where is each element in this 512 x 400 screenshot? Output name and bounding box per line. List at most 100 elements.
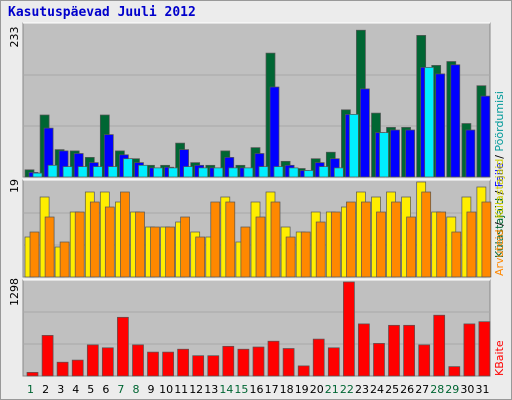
- legend-top-panel-part: Pöördumisi: [493, 91, 506, 152]
- pages-bar: [450, 64, 461, 178]
- hits-bar: [183, 166, 193, 178]
- hosts-bar: [361, 201, 371, 278]
- hits-bar: [228, 167, 239, 178]
- legend-top-panel-part: Faile: [493, 162, 506, 187]
- hosts-bar: [59, 241, 70, 278]
- x-tick-label: 25: [385, 383, 399, 396]
- hosts-bar: [481, 201, 492, 278]
- hits-bar: [213, 167, 224, 178]
- x-tick-label: 24: [370, 383, 384, 396]
- bytes-bar: [192, 355, 205, 377]
- y-axis-max-label: 233: [8, 27, 21, 48]
- hosts-bar: [89, 201, 100, 278]
- hits-bar: [77, 166, 88, 178]
- legend-top-panel-part: /: [493, 152, 506, 163]
- bytes-bar: [478, 321, 491, 377]
- x-tick-label: 13: [204, 383, 218, 396]
- hosts-bar: [135, 211, 145, 278]
- hosts-bar: [300, 231, 311, 278]
- hosts-bar: [74, 211, 85, 278]
- hits-bar: [273, 166, 284, 178]
- hosts-bar: [421, 191, 432, 278]
- legend-top-panel-part: Külastajaid: [493, 198, 506, 258]
- bytes-bar: [237, 348, 250, 377]
- bytes-bar: [418, 344, 431, 377]
- x-tick-label: 27: [415, 383, 429, 396]
- bytes-bar: [41, 335, 54, 377]
- hosts-bar: [104, 206, 115, 278]
- legend-top-panel-part: /: [493, 187, 506, 198]
- x-tick-label: 19: [295, 383, 309, 396]
- hits-bar: [168, 167, 178, 178]
- hosts-bar: [150, 226, 160, 278]
- bytes-bar: [388, 324, 400, 377]
- hosts-bar: [391, 201, 401, 278]
- bytes-bar: [207, 355, 220, 377]
- pages-bar: [390, 129, 400, 178]
- legend-bottom-panel-part: KBaite: [493, 340, 506, 376]
- pages-bar: [269, 86, 280, 178]
- hits-bar: [424, 67, 435, 178]
- hosts-bar: [210, 201, 221, 278]
- x-tick-label: 14: [219, 383, 233, 396]
- hosts-bar: [436, 211, 447, 278]
- hosts-bar: [376, 211, 386, 278]
- hosts-bar: [180, 216, 190, 278]
- hits-bar: [107, 166, 118, 178]
- legend-middle-panel-part: Külastajaid: [493, 159, 506, 219]
- pages-bar: [405, 129, 415, 178]
- legend-middle-panel-part: /: [493, 219, 506, 230]
- hits-bar: [32, 172, 43, 178]
- x-tick-label: 4: [72, 383, 79, 396]
- x-tick-label: 15: [234, 383, 248, 396]
- hosts-bar: [240, 226, 251, 278]
- bytes-bar: [71, 359, 84, 377]
- hosts-bar: [285, 236, 296, 278]
- x-tick-label: 1: [27, 383, 34, 396]
- bytes-bar: [448, 366, 461, 377]
- x-tick-label: 23: [355, 383, 369, 396]
- hosts-bar: [451, 231, 462, 278]
- x-tick-label: 8: [133, 383, 140, 396]
- x-tick-label: 22: [340, 383, 354, 396]
- hits-bar: [349, 114, 359, 178]
- hits-bar: [47, 164, 58, 178]
- x-tick-label: 3: [57, 383, 64, 396]
- hosts-bar: [330, 211, 341, 278]
- hosts-bar: [165, 226, 175, 278]
- hosts-bar: [120, 191, 130, 278]
- bytes-bar: [267, 340, 280, 377]
- pages-bar: [360, 88, 370, 178]
- chart-title: Kasutuspäevad Juuli 2012: [8, 5, 196, 20]
- bytes-bar: [373, 343, 385, 377]
- hosts-bar: [255, 216, 266, 278]
- hosts-bar: [29, 231, 40, 278]
- bytes-bar: [403, 324, 415, 377]
- hits-bar: [379, 132, 389, 178]
- bytes-bar: [86, 344, 99, 377]
- pages-bar: [465, 129, 476, 178]
- bytes-bar: [252, 346, 265, 377]
- hosts-bar: [225, 201, 236, 278]
- bytes-bar: [282, 348, 295, 377]
- x-tick-label: 18: [280, 383, 294, 396]
- bytes-bar: [26, 372, 39, 377]
- hits-bar: [62, 166, 73, 178]
- x-tick-label: 12: [189, 383, 203, 396]
- legend-middle-panel: Arvuteid / Külastajaid: [493, 159, 506, 276]
- hosts-bar: [315, 221, 326, 278]
- bytes-bar: [101, 347, 114, 377]
- x-tick-label: 5: [87, 383, 94, 396]
- legend-middle-panel-part: Arvuteid: [493, 229, 506, 276]
- bytes-bar: [222, 345, 235, 377]
- x-tick-label: 21: [325, 383, 339, 396]
- hits-bar: [288, 167, 299, 178]
- x-tick-label: 26: [400, 383, 414, 396]
- x-tick-label: 16: [250, 383, 264, 396]
- hits-bar: [153, 167, 163, 178]
- bytes-bar: [297, 365, 310, 377]
- hits-bar: [92, 166, 103, 178]
- hits-bar: [258, 166, 269, 178]
- y-axis-max-label: 19: [8, 179, 21, 193]
- bytes-bar: [177, 348, 189, 377]
